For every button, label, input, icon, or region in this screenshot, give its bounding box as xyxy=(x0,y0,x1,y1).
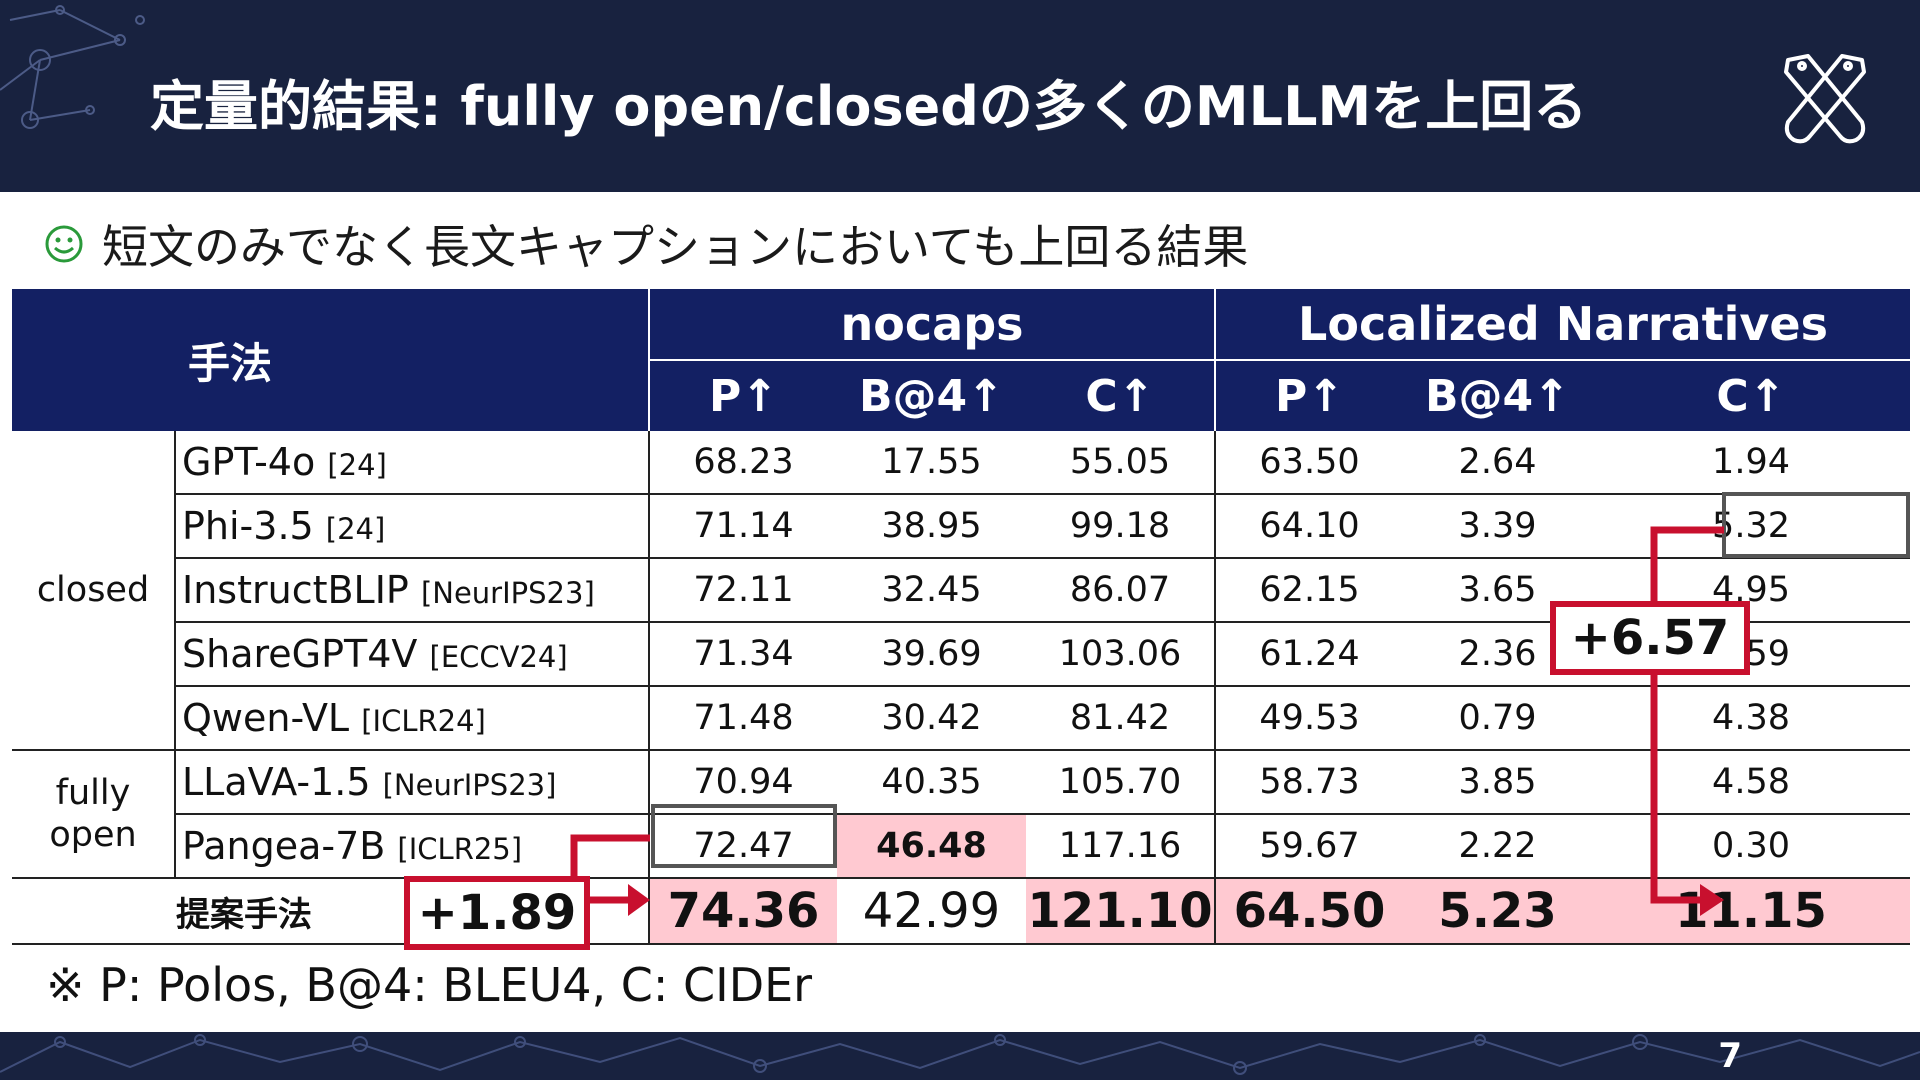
value-cell: 39.69 xyxy=(837,622,1027,687)
slide-header: 定量的結果: fully open/closedの多くのMLLMを上回る xyxy=(0,0,1920,192)
method-cell: InstructBLIP [NeurIPS23] xyxy=(173,558,650,623)
value-cell: 4.58 xyxy=(1592,750,1911,815)
group-label-closed: closed xyxy=(12,431,175,751)
method-cell: Qwen-VL [ICLR24] xyxy=(173,686,650,751)
proposed-row: 提案手法 74.36 42.99 121.10 64.50 5.23 11.15 xyxy=(12,878,1911,945)
value-cell: 74.36 xyxy=(648,878,838,945)
method-cell: LLaVA-1.5 [NeurIPS23] xyxy=(173,750,650,815)
value-cell: 63.50 xyxy=(1214,431,1404,495)
value-cell: 17.55 xyxy=(837,431,1027,495)
value-cell: 121.10 xyxy=(1026,878,1216,945)
bullet-line: 短文のみでなく長文キャプションにおいても上回る結果 xyxy=(44,212,1248,276)
value-cell: 117.16 xyxy=(1026,814,1216,879)
value-cell: 86.07 xyxy=(1026,558,1216,623)
value-cell: 1.94 xyxy=(1592,431,1911,495)
value-cell: 4.38 xyxy=(1592,686,1911,751)
value-cell: 71.48 xyxy=(648,686,838,751)
citation: [24] xyxy=(325,512,386,546)
value-cell: 2.22 xyxy=(1403,814,1593,879)
method-name: Qwen-VL xyxy=(182,696,350,740)
value-cell: 61.24 xyxy=(1214,622,1404,687)
bullet-text: 短文のみでなく長文キャプションにおいても上回る結果 xyxy=(102,220,1249,274)
metric-header: B@4↑ xyxy=(837,360,1027,431)
network-decoration-icon xyxy=(0,1034,1920,1075)
value-cell: 46.48 xyxy=(837,814,1027,879)
metric-header: P↑ xyxy=(1214,360,1404,431)
footnote: ※ P: Polos, B@4: BLEU4, C: CIDEr xyxy=(46,958,813,1012)
slide-footer xyxy=(0,1032,1920,1080)
page-number: 7 xyxy=(1718,1036,1742,1076)
citation: [ICLR24] xyxy=(361,704,486,738)
metric-header: P↑ xyxy=(648,360,838,431)
metric-header: C↑ xyxy=(1026,360,1216,431)
value-cell: 32.45 xyxy=(837,558,1027,623)
value-cell: 68.23 xyxy=(648,431,838,495)
table-row: closed GPT-4o [24] 68.23 17.55 55.05 63.… xyxy=(12,431,1911,751)
value-cell: 30.42 xyxy=(837,686,1027,751)
method-name: ShareGPT4V xyxy=(182,632,418,676)
method-cell: Pangea-7B [ICLR25] xyxy=(173,814,650,879)
crossed-pens-logo-icon xyxy=(1784,54,1866,144)
dataset-header-localized-narratives: Localized Narratives xyxy=(1214,289,1911,361)
method-name: LLaVA-1.5 xyxy=(182,760,371,804)
value-cell: 38.95 xyxy=(837,494,1027,559)
value-cell: 11.15 xyxy=(1592,878,1911,945)
group-label-fully-open: fully open xyxy=(12,750,175,879)
value-cell: 5.23 xyxy=(1403,878,1593,945)
value-cell: 58.73 xyxy=(1214,750,1404,815)
value-cell: 103.06 xyxy=(1026,622,1216,687)
value-cell: 62.15 xyxy=(1214,558,1404,623)
value-cell: 40.35 xyxy=(837,750,1027,815)
value-cell: 55.05 xyxy=(1026,431,1216,495)
table-row: Qwen-VL [ICLR24] 71.48 30.42 81.42 49.53… xyxy=(12,686,1911,751)
method-cell: ShareGPT4V [ECCV24] xyxy=(173,622,650,687)
value-cell: 72.47 xyxy=(648,814,838,879)
citation: [ECCV24] xyxy=(429,640,568,674)
value-cell: 2.64 xyxy=(1403,431,1593,495)
citation: [ICLR25] xyxy=(397,832,523,866)
value-cell: 42.99 xyxy=(837,878,1027,945)
value-cell: 81.42 xyxy=(1026,686,1216,751)
table-row: Pangea-7B [ICLR25] 72.47 46.48 117.16 59… xyxy=(12,814,1911,879)
method-name: InstructBLIP xyxy=(182,568,409,612)
value-cell: 49.53 xyxy=(1214,686,1404,751)
metric-header: C↑ xyxy=(1592,360,1911,431)
table-row: Phi-3.5 [24] 71.14 38.95 99.18 64.10 3.3… xyxy=(12,494,1911,559)
citation: [NeurIPS23] xyxy=(382,768,557,802)
value-cell: 71.34 xyxy=(648,622,838,687)
metric-header: B@4↑ xyxy=(1403,360,1593,431)
method-name: Phi-3.5 xyxy=(182,504,314,548)
value-cell: 0.30 xyxy=(1592,814,1911,879)
dataset-header-nocaps: nocaps xyxy=(648,289,1216,361)
value-cell: 5.32 xyxy=(1592,494,1911,559)
citation: [NeurIPS23] xyxy=(420,576,595,610)
smiley-icon xyxy=(45,225,83,263)
value-cell: 71.14 xyxy=(648,494,838,559)
value-cell: 70.94 xyxy=(648,750,838,815)
method-cell: Phi-3.5 [24] xyxy=(173,494,650,559)
value-cell: 72.11 xyxy=(648,558,838,623)
value-cell: 0.79 xyxy=(1403,686,1593,751)
gain-badge-ln: +6.57 xyxy=(1550,601,1750,675)
gain-badge-nocaps: +1.89 xyxy=(404,876,590,950)
method-name: GPT-4o xyxy=(182,440,316,484)
value-cell: 3.39 xyxy=(1403,494,1593,559)
network-decoration-icon xyxy=(0,5,145,129)
value-cell: 105.70 xyxy=(1026,750,1216,815)
value-cell: 3.85 xyxy=(1403,750,1593,815)
value-cell: 64.10 xyxy=(1214,494,1404,559)
slide-title: 定量的結果: fully open/closedの多くのMLLMを上回る xyxy=(150,75,1588,138)
value-cell: 99.18 xyxy=(1026,494,1216,559)
value-cell: 64.50 xyxy=(1214,878,1404,945)
citation: [24] xyxy=(327,448,387,482)
table-row: InstructBLIP [NeurIPS23] 72.11 32.45 86.… xyxy=(12,558,1911,623)
table-row: fully open LLaVA-1.5 [NeurIPS23] 70.94 4… xyxy=(12,750,1911,879)
method-header: 手法 xyxy=(12,289,650,431)
method-cell: GPT-4o [24] xyxy=(173,431,650,495)
method-name: Pangea-7B xyxy=(182,824,386,868)
value-cell: 59.67 xyxy=(1214,814,1404,879)
